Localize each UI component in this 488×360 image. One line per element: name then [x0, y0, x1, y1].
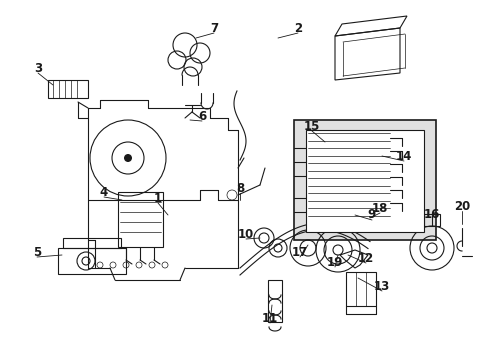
Bar	[63, 238, 121, 248]
Bar	[423, 214, 439, 226]
Circle shape	[368, 215, 374, 221]
Text: 4: 4	[100, 185, 108, 198]
Text: 19: 19	[326, 256, 343, 269]
Text: 17: 17	[291, 246, 307, 258]
Text: 15: 15	[303, 120, 320, 132]
Text: 20: 20	[453, 199, 469, 212]
Text: 1: 1	[154, 192, 162, 204]
Text: 12: 12	[357, 252, 373, 265]
Bar	[305, 130, 423, 232]
Bar	[293, 120, 435, 240]
Text: 8: 8	[235, 181, 244, 194]
Text: 11: 11	[262, 311, 278, 324]
Bar	[48, 80, 88, 98]
Bar	[58, 248, 126, 274]
Text: 16: 16	[423, 207, 439, 220]
Text: 5: 5	[33, 246, 41, 258]
Text: 14: 14	[395, 149, 411, 162]
Text: 9: 9	[367, 208, 375, 221]
Text: 18: 18	[371, 202, 387, 215]
Text: 2: 2	[293, 22, 302, 35]
Bar	[267, 280, 282, 322]
Bar	[346, 272, 375, 306]
Text: 13: 13	[373, 279, 389, 292]
Circle shape	[124, 154, 132, 162]
Text: 10: 10	[237, 228, 254, 240]
Text: 6: 6	[198, 109, 206, 122]
Text: 3: 3	[34, 62, 42, 75]
Text: 7: 7	[209, 22, 218, 35]
Bar	[118, 192, 163, 247]
